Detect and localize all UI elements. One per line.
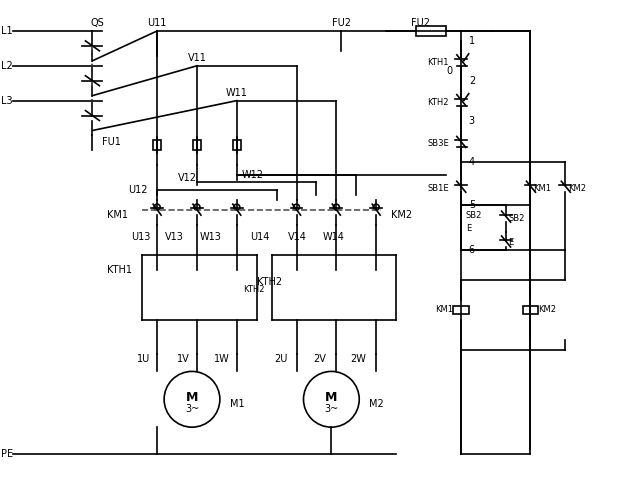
Text: U11: U11: [147, 18, 167, 28]
Text: KM1: KM1: [435, 305, 453, 314]
Text: FU2: FU2: [412, 18, 431, 28]
Text: KTH2: KTH2: [257, 277, 282, 287]
Text: 1U: 1U: [137, 354, 150, 364]
Bar: [153, 141, 161, 150]
Text: W12: W12: [242, 170, 264, 180]
Text: KM2: KM2: [391, 210, 412, 220]
Text: QS: QS: [90, 18, 104, 28]
Text: M: M: [325, 391, 338, 404]
Text: 5: 5: [469, 200, 475, 210]
Text: PE: PE: [1, 449, 13, 459]
Text: M: M: [186, 391, 198, 404]
Text: 1V: 1V: [177, 354, 190, 364]
Text: SB1E: SB1E: [427, 184, 449, 193]
Text: U14: U14: [250, 232, 269, 242]
Text: 2: 2: [469, 76, 475, 86]
Bar: [453, 306, 469, 313]
Text: FU2: FU2: [332, 18, 351, 28]
Bar: [233, 141, 241, 150]
Text: 4: 4: [469, 157, 475, 168]
Text: L2: L2: [1, 61, 13, 71]
Text: U12: U12: [127, 185, 147, 195]
Text: KTH2: KTH2: [243, 285, 264, 294]
Text: M2: M2: [369, 399, 384, 409]
Text: FU1: FU1: [103, 137, 121, 147]
Text: 3~: 3~: [185, 404, 199, 414]
Text: SB2: SB2: [466, 211, 482, 220]
Text: 2V: 2V: [313, 354, 326, 364]
Text: M1: M1: [230, 399, 245, 409]
Text: 6: 6: [469, 245, 475, 255]
Text: KM2: KM2: [568, 184, 586, 193]
Text: U13: U13: [131, 232, 150, 242]
Text: SB3E: SB3E: [427, 139, 449, 148]
Text: 3: 3: [469, 116, 475, 126]
Text: 1W: 1W: [214, 354, 230, 364]
Text: 0: 0: [447, 66, 453, 76]
Text: E: E: [508, 239, 514, 248]
Text: V13: V13: [165, 232, 184, 242]
Text: V11: V11: [187, 53, 206, 63]
Text: W13: W13: [200, 232, 222, 242]
Text: KTH1: KTH1: [108, 265, 132, 275]
Text: KM1: KM1: [533, 184, 552, 193]
Text: 3~: 3~: [324, 404, 338, 414]
Text: 2U: 2U: [274, 354, 287, 364]
Bar: [193, 141, 201, 150]
Text: E: E: [466, 224, 471, 232]
Text: L3: L3: [1, 96, 13, 106]
Text: KM1: KM1: [108, 210, 129, 220]
Text: W14: W14: [322, 232, 345, 242]
Text: SB2: SB2: [508, 214, 525, 223]
Text: KTH1: KTH1: [427, 58, 449, 67]
Text: L1: L1: [1, 26, 13, 36]
Text: KM2: KM2: [538, 305, 557, 314]
Text: 1: 1: [469, 36, 475, 46]
Text: KTH2: KTH2: [427, 98, 449, 107]
Text: V12: V12: [178, 173, 197, 183]
Bar: [416, 26, 446, 36]
Bar: [522, 306, 538, 313]
Text: 2W: 2W: [350, 354, 366, 364]
Text: V14: V14: [287, 232, 306, 242]
Text: W11: W11: [226, 88, 248, 97]
